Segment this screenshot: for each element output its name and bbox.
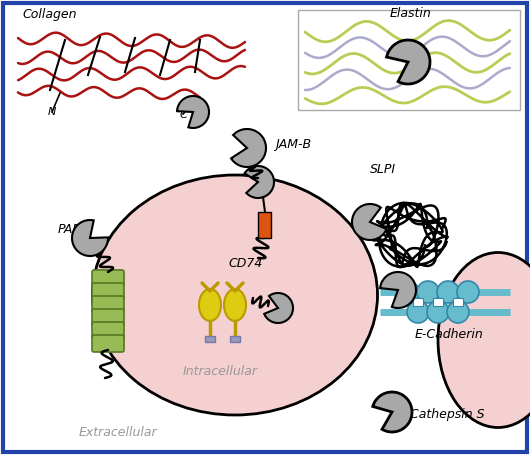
Circle shape [447,301,469,323]
Bar [433,298,443,306]
Wedge shape [231,129,266,167]
FancyBboxPatch shape [92,296,124,313]
Text: Intracellular: Intracellular [182,365,258,378]
Circle shape [397,281,419,303]
Text: SLPI: SLPI [370,163,396,176]
Bar [258,212,271,238]
Wedge shape [352,204,386,240]
Ellipse shape [93,175,377,415]
FancyBboxPatch shape [92,335,124,352]
Ellipse shape [199,289,221,321]
Text: E-Cadherin: E-Cadherin [415,328,484,341]
FancyBboxPatch shape [92,270,124,287]
Text: Collagen: Collagen [22,8,76,21]
Bar [413,298,423,306]
Circle shape [457,281,479,303]
Wedge shape [177,96,209,128]
Text: C: C [179,110,187,120]
Wedge shape [264,293,293,323]
FancyBboxPatch shape [92,322,124,339]
FancyBboxPatch shape [92,309,124,326]
Circle shape [417,281,439,303]
Ellipse shape [438,253,530,428]
Text: Elastin: Elastin [390,7,432,20]
Bar [453,298,463,306]
Bar [298,10,520,110]
Text: Cathepsin S: Cathepsin S [410,408,484,421]
Bar [230,336,240,342]
Circle shape [427,301,449,323]
Text: PAR-2: PAR-2 [58,223,94,236]
Wedge shape [386,40,430,84]
Circle shape [437,281,459,303]
Wedge shape [373,392,412,432]
Text: JAM-B: JAM-B [275,138,311,151]
Bar [205,336,215,342]
Text: Extracellular: Extracellular [78,426,157,439]
Ellipse shape [224,289,246,321]
Wedge shape [244,166,274,198]
Wedge shape [72,220,108,256]
Text: CD74: CD74 [228,257,262,270]
FancyBboxPatch shape [92,283,124,300]
Text: N: N [48,107,56,117]
Circle shape [407,301,429,323]
Wedge shape [380,272,416,308]
